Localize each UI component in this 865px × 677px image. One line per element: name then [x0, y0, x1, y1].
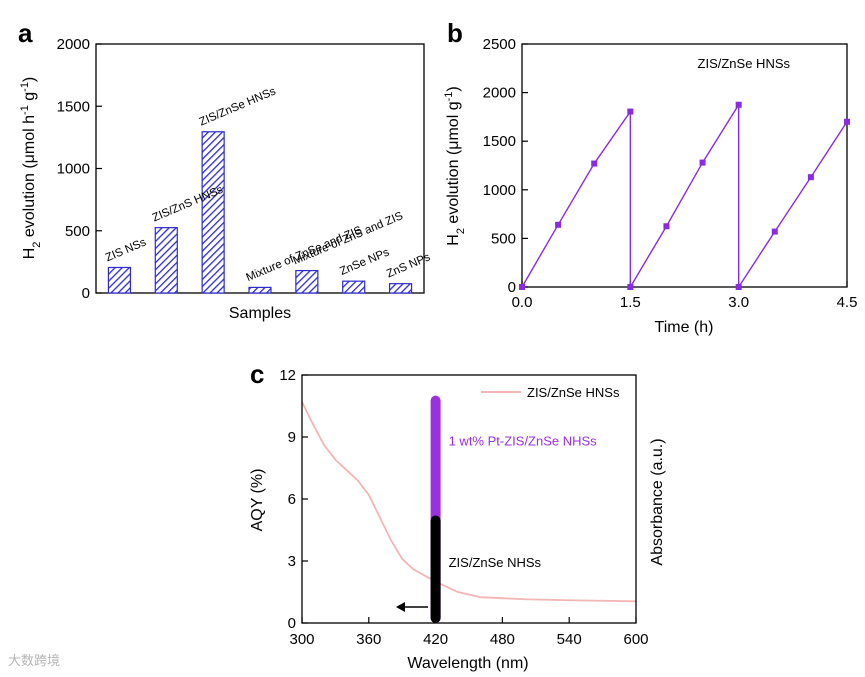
- panel-a-bar: [295, 269, 319, 294]
- panel-c-y-tick-label: 6: [288, 491, 296, 508]
- panel-a-x-label: Samples: [229, 305, 291, 322]
- panel-b-cycle-line: [738, 121, 848, 288]
- panel-c-aqy-bar: [430, 515, 441, 623]
- panel-b-data-point: [844, 118, 850, 125]
- panel-c-x-ticks: 300 360 420 480 540 600: [289, 617, 649, 648]
- panel-b-y-tick-label: 2500: [483, 36, 516, 53]
- panel-b-x-label: Time (h): [655, 319, 714, 336]
- panel-c-aqy-bars: 1 wt% Pt-ZIS/ZnSe NHSs ZIS/ZnSe NHSs: [430, 395, 598, 623]
- panel-c-absorbance: [301, 401, 637, 603]
- panel-letter-a: a: [18, 18, 33, 48]
- panel-c-y-ticks: 0 3 6 9 12: [279, 367, 308, 632]
- panel-c-x-label: Wavelength (nm): [407, 655, 528, 672]
- panel-a-bars: [107, 131, 413, 294]
- watermark: 大数跨境: [8, 653, 61, 668]
- panel-b-cycle-line: [521, 111, 631, 288]
- panel-c-y-label: AQY (%): [249, 469, 266, 532]
- panel-a-bar: [107, 266, 132, 294]
- panel-a-y-label: H2 evolution (μmol h-1 g-1): [19, 77, 43, 260]
- panel-b-y-tick-label: 0: [508, 279, 516, 296]
- panel-b-data-point: [663, 223, 670, 230]
- panel-b-x-tick-label: 3.0: [728, 294, 749, 311]
- panel-b-data-point: [591, 160, 598, 167]
- panel-c-frame: [301, 374, 637, 624]
- panel-a-bar-label: ZIS/ZnSe HNSs: [198, 85, 278, 128]
- panel-a-y-tick-label: 500: [65, 223, 90, 240]
- panel-b-data-point: [807, 174, 814, 181]
- panel-a-bar: [388, 283, 413, 294]
- panel-a-y-tick-label: 1000: [57, 161, 90, 178]
- panel-a-bar-label: ZIS NSs: [104, 236, 148, 264]
- panel-a-bar: [248, 286, 272, 294]
- panel-c-x-tick-label: 540: [557, 631, 582, 648]
- panel-a-bar-label: ZnS NPs: [385, 251, 432, 280]
- panel-a-bar: [342, 280, 366, 294]
- panel-a-y-tick-label: 2000: [57, 36, 90, 53]
- panel-b-data-point: [519, 284, 525, 290]
- panel-c-absorbance-curve: [301, 401, 637, 603]
- panel-c-x-tick-label: 420: [423, 631, 448, 648]
- panel-letter-b: b: [447, 18, 463, 48]
- panel-c-x-tick-label: 300: [289, 631, 314, 648]
- panel-c-y2-label: Absorbance (a.u.): [649, 438, 666, 565]
- panel-a-bar-label: ZnSe NPs: [338, 246, 391, 278]
- panel-b-cycle-line: [629, 104, 740, 288]
- panel-c-x-tick-label: 480: [490, 631, 515, 648]
- panel-a-y-ticks: 0 500 1000 1500 2000: [57, 36, 102, 302]
- panel-c-chart: 1 wt% Pt-ZIS/ZnSe NHSs ZIS/ZnSe NHSs 0 3 6 9…: [249, 367, 666, 672]
- panel-b-y-ticks: 0 500 1000 1500 2000 2500: [483, 36, 528, 296]
- panel-b-y-tick-label: 1500: [483, 133, 516, 150]
- panel-letter-c: c: [250, 359, 264, 389]
- panel-b-data-point: [627, 284, 634, 290]
- panel-c-y-tick-label: 12: [279, 367, 296, 384]
- panel-b-data-point: [735, 284, 742, 290]
- panel-c-x-tick-label: 360: [356, 631, 381, 648]
- panel-b-data-point: [699, 159, 706, 166]
- panel-c-x-tick-label: 600: [623, 631, 648, 648]
- panel-b-y-tick-label: 2000: [483, 85, 516, 102]
- panel-c-y-tick-label: 3: [288, 553, 296, 570]
- panel-c-y-tick-label: 9: [288, 429, 296, 446]
- panel-a-y-tick-label: 1500: [57, 98, 90, 115]
- panel-c-legend: ZIS/ZnSe HNSs: [527, 385, 620, 400]
- panel-a-bar: [154, 227, 178, 294]
- panel-c-left-arrow: [396, 602, 428, 612]
- panel-b-y-label: H2 evolution (μmol g-1): [443, 86, 467, 245]
- panel-b-x-ticks: 0.0 1.5 3.0 4.5: [512, 281, 858, 311]
- panel-c-aqy-bar-label: 1 wt% Pt-ZIS/ZnSe NHSs: [449, 434, 598, 449]
- panel-b-frame: [521, 43, 848, 288]
- panel-b-x-tick-label: 0.0: [512, 294, 533, 311]
- panel-a-y-tick-label: 0: [82, 285, 90, 302]
- panel-b-series: [519, 101, 850, 290]
- panel-c-aqy-bar-label: ZIS/ZnSe NHSs: [449, 555, 542, 570]
- panel-b-line-chart: 0 500 1000 1500 2000 2500 0.0 1.5 3.0 4.5 ZIS/Zn…: [443, 36, 857, 336]
- panel-b-legend: ZIS/ZnSe HNSs: [698, 56, 791, 71]
- panel-b-data-point: [555, 221, 562, 228]
- panel-c-y-tick-label: 0: [288, 615, 296, 632]
- panel-a-bar: [201, 131, 225, 294]
- panel-b-y-tick-label: 1000: [483, 182, 516, 199]
- panel-b-x-tick-label: 1.5: [620, 294, 641, 311]
- panel-b-data-point: [771, 228, 778, 235]
- panel-b-y-tick-label: 500: [491, 230, 516, 247]
- panel-b-x-tick-label: 4.5: [837, 294, 858, 311]
